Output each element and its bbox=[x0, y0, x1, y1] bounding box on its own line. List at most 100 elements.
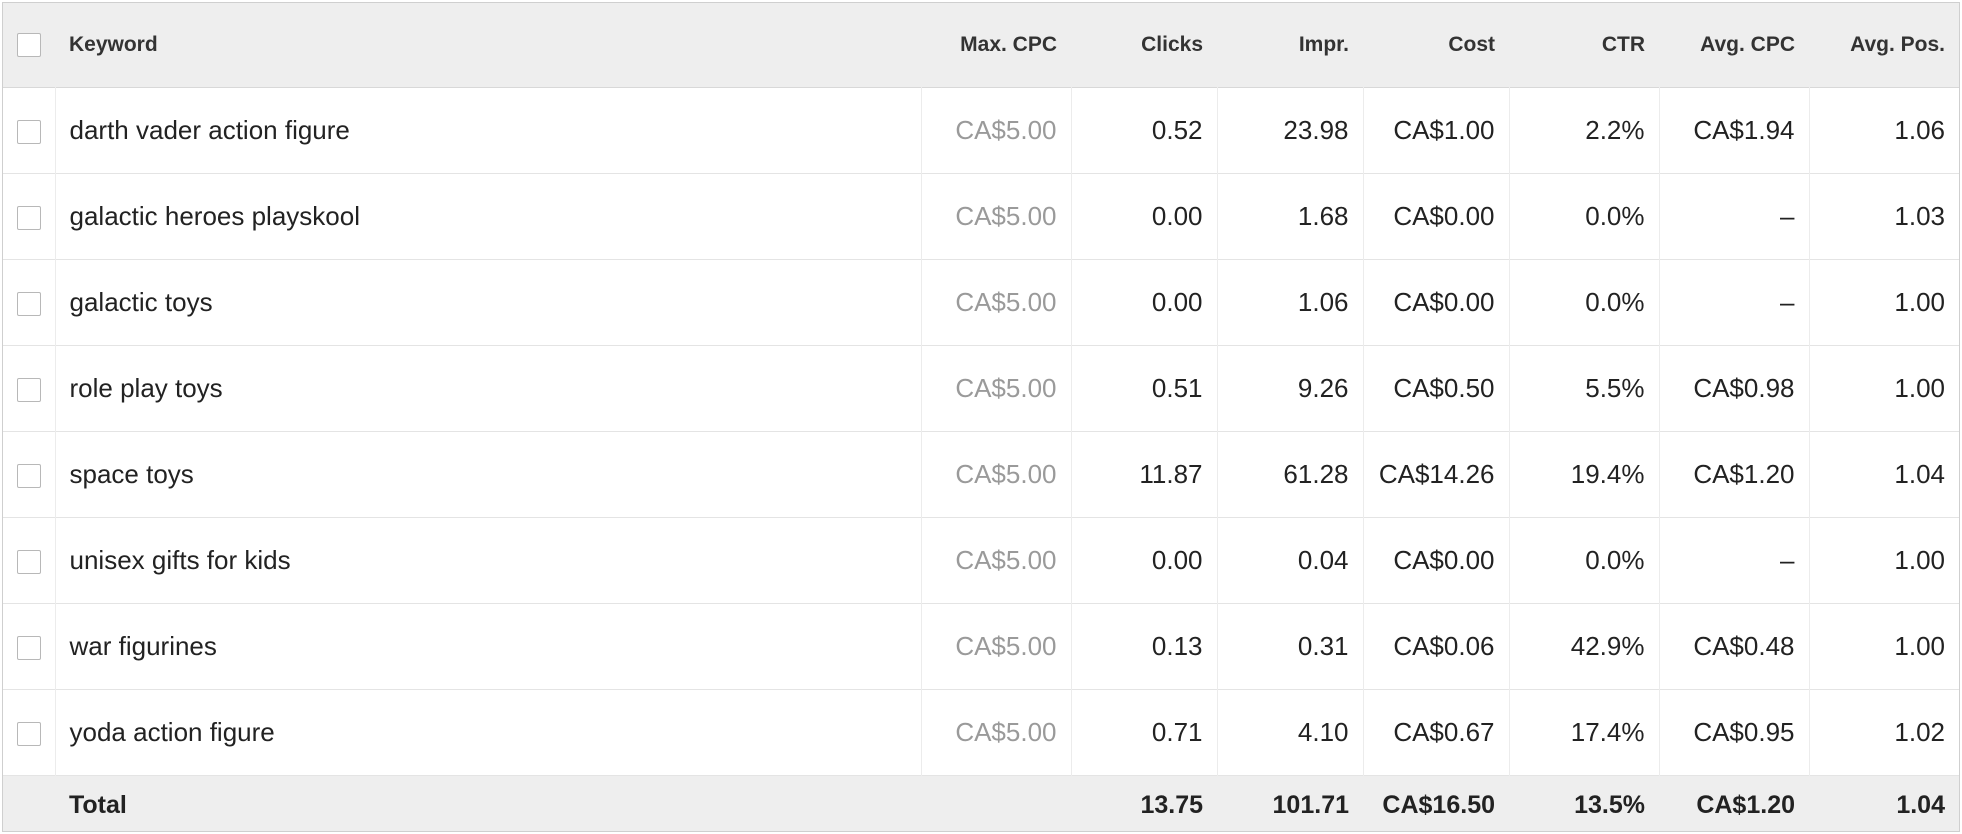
cost-cell: CA$1.00 bbox=[1363, 87, 1510, 173]
row-checkbox[interactable] bbox=[16, 635, 41, 660]
avg-pos-cell: 1.00 bbox=[1894, 630, 1945, 661]
row-select-cell bbox=[3, 87, 56, 173]
keyword-table: Keyword Max. CPC Clicks Impr. Cost CTR A… bbox=[3, 3, 1959, 831]
clicks-cell: 0.51 bbox=[1071, 345, 1218, 431]
max-cpc-cell[interactable]: CA$5.00 bbox=[921, 689, 1072, 775]
max-cpc-cell[interactable]: CA$5.00 bbox=[921, 431, 1072, 517]
avg-pos-cell: 1.06 bbox=[1894, 114, 1945, 145]
ctr-cell: 0.0% bbox=[1509, 259, 1660, 345]
avg-cpc-cell: CA$1.94 bbox=[1659, 87, 1810, 173]
keyword-cell[interactable]: galactic toys bbox=[55, 259, 922, 345]
table-row: yoda action figure CA$5.00 0.71 4.10 CA$… bbox=[3, 689, 1959, 775]
table-row: unisex gifts for kids CA$5.00 0.00 0.04 … bbox=[3, 517, 1959, 603]
total-max-cpc bbox=[921, 775, 1071, 831]
impr-cell: 0.04 bbox=[1217, 517, 1364, 603]
impr-cell: 1.68 bbox=[1217, 173, 1364, 259]
row-checkbox[interactable] bbox=[16, 119, 41, 144]
cost-cell: CA$0.67 bbox=[1363, 689, 1510, 775]
ctr-cell: 5.5% bbox=[1509, 345, 1660, 431]
ctr-cell: 42.9% bbox=[1509, 603, 1660, 689]
total-label: Total bbox=[69, 790, 127, 819]
total-avg-cpc: CA$1.20 bbox=[1696, 790, 1795, 819]
table-header-row: Keyword Max. CPC Clicks Impr. Cost CTR A… bbox=[3, 3, 1959, 87]
avg-pos-cell: 1.02 bbox=[1894, 716, 1945, 747]
header-impr[interactable]: Impr. bbox=[1298, 32, 1349, 56]
impr-cell: 1.06 bbox=[1217, 259, 1364, 345]
keyword-cell[interactable]: unisex gifts for kids bbox=[55, 517, 922, 603]
keyword-cell[interactable]: space toys bbox=[55, 431, 922, 517]
cost-cell: CA$0.06 bbox=[1363, 603, 1510, 689]
select-all-checkbox[interactable] bbox=[17, 32, 41, 57]
ctr-cell: 2.2% bbox=[1509, 87, 1660, 173]
row-select-cell bbox=[3, 431, 56, 517]
max-cpc-cell[interactable]: CA$5.00 bbox=[921, 259, 1072, 345]
header-cost[interactable]: Cost bbox=[1448, 32, 1495, 56]
ctr-cell: 0.0% bbox=[1509, 517, 1660, 603]
total-cost: CA$16.50 bbox=[1382, 790, 1495, 819]
cost-cell: CA$0.00 bbox=[1363, 259, 1510, 345]
avg-cpc-cell: – bbox=[1659, 259, 1810, 345]
avg-cpc-cell: CA$1.20 bbox=[1659, 431, 1810, 517]
total-ctr: 13.5% bbox=[1574, 790, 1645, 819]
avg-cpc-cell: CA$0.95 bbox=[1659, 689, 1810, 775]
row-select-cell bbox=[3, 517, 56, 603]
avg-pos-cell: 1.04 bbox=[1894, 458, 1945, 489]
cost-cell: CA$0.00 bbox=[1363, 517, 1510, 603]
avg-pos-cell: 1.00 bbox=[1894, 372, 1945, 403]
header-clicks[interactable]: Clicks bbox=[1141, 32, 1203, 56]
header-ctr[interactable]: CTR bbox=[1601, 32, 1645, 56]
impr-cell: 9.26 bbox=[1217, 345, 1364, 431]
keyword-cell[interactable]: darth vader action figure bbox=[55, 87, 922, 173]
table-row: galactic toys CA$5.00 0.00 1.06 CA$0.00 … bbox=[3, 259, 1959, 345]
table-row: role play toys CA$5.00 0.51 9.26 CA$0.50… bbox=[3, 345, 1959, 431]
avg-pos-cell: 1.00 bbox=[1894, 286, 1945, 317]
row-checkbox[interactable] bbox=[16, 291, 41, 316]
clicks-cell: 0.13 bbox=[1071, 603, 1218, 689]
row-checkbox[interactable] bbox=[16, 721, 41, 746]
cost-cell: CA$0.50 bbox=[1363, 345, 1510, 431]
total-avg-pos: 1.04 bbox=[1896, 790, 1945, 819]
row-checkbox[interactable] bbox=[16, 463, 41, 488]
row-checkbox[interactable] bbox=[16, 205, 41, 230]
max-cpc-cell[interactable]: CA$5.00 bbox=[921, 345, 1072, 431]
clicks-cell: 0.00 bbox=[1071, 173, 1218, 259]
ctr-cell: 0.0% bbox=[1509, 173, 1660, 259]
clicks-cell: 0.71 bbox=[1071, 689, 1218, 775]
total-impr: 101.71 bbox=[1272, 790, 1349, 819]
clicks-cell: 0.00 bbox=[1071, 517, 1218, 603]
row-select-cell bbox=[3, 345, 56, 431]
header-avg-cpc[interactable]: Avg. CPC bbox=[1700, 32, 1795, 56]
clicks-cell: 11.87 bbox=[1071, 431, 1218, 517]
keyword-cell[interactable]: galactic heroes playskool bbox=[55, 173, 922, 259]
max-cpc-cell[interactable]: CA$5.00 bbox=[921, 517, 1072, 603]
impr-cell: 4.10 bbox=[1217, 689, 1364, 775]
header-avg-pos[interactable]: Avg. Pos. bbox=[1850, 32, 1945, 56]
header-max-cpc[interactable]: Max. CPC bbox=[960, 32, 1057, 56]
table-row: galactic heroes playskool CA$5.00 0.00 1… bbox=[3, 173, 1959, 259]
cost-cell: CA$14.26 bbox=[1363, 431, 1510, 517]
avg-cpc-cell: – bbox=[1659, 517, 1810, 603]
keyword-cell[interactable]: yoda action figure bbox=[55, 689, 922, 775]
total-clicks: 13.75 bbox=[1140, 790, 1203, 819]
row-checkbox[interactable] bbox=[16, 549, 41, 574]
total-empty-cell bbox=[3, 775, 55, 831]
max-cpc-cell[interactable]: CA$5.00 bbox=[921, 173, 1072, 259]
impr-cell: 61.28 bbox=[1217, 431, 1364, 517]
keyword-cell[interactable]: war figurines bbox=[55, 603, 922, 689]
avg-pos-cell: 1.03 bbox=[1894, 200, 1945, 231]
avg-pos-cell: 1.00 bbox=[1894, 544, 1945, 575]
table-row: darth vader action figure CA$5.00 0.52 2… bbox=[3, 87, 1959, 173]
row-select-cell bbox=[3, 259, 56, 345]
max-cpc-cell[interactable]: CA$5.00 bbox=[921, 603, 1072, 689]
max-cpc-cell[interactable]: CA$5.00 bbox=[921, 87, 1072, 173]
select-all-cell bbox=[3, 3, 55, 87]
clicks-cell: 0.52 bbox=[1071, 87, 1218, 173]
avg-cpc-cell: – bbox=[1659, 173, 1810, 259]
keyword-cell[interactable]: role play toys bbox=[55, 345, 922, 431]
table-row: space toys CA$5.00 11.87 61.28 CA$14.26 … bbox=[3, 431, 1959, 517]
row-checkbox[interactable] bbox=[16, 377, 41, 402]
table-row: war figurines CA$5.00 0.13 0.31 CA$0.06 … bbox=[3, 603, 1959, 689]
header-keyword[interactable]: Keyword bbox=[69, 32, 158, 56]
total-row: Total 13.75 101.71 CA$16.50 13.5% CA$1.2… bbox=[3, 775, 1959, 831]
